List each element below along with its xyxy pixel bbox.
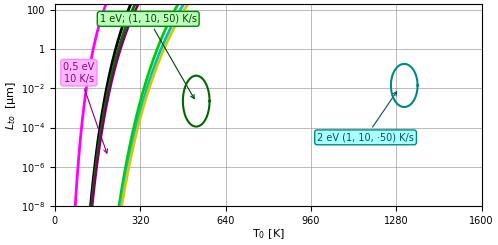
Text: 0,5 eV
10 K/s: 0,5 eV 10 K/s: [63, 62, 108, 153]
X-axis label: T$_0$ [K]: T$_0$ [K]: [252, 227, 284, 241]
Text: 2 eV (1, 10, ·50) K/s: 2 eV (1, 10, ·50) K/s: [317, 92, 414, 142]
Text: 1 eV; (1, 10, 50) K/s: 1 eV; (1, 10, 50) K/s: [100, 14, 197, 99]
Y-axis label: $L_{to}$  [μm]: $L_{to}$ [μm]: [4, 81, 18, 130]
